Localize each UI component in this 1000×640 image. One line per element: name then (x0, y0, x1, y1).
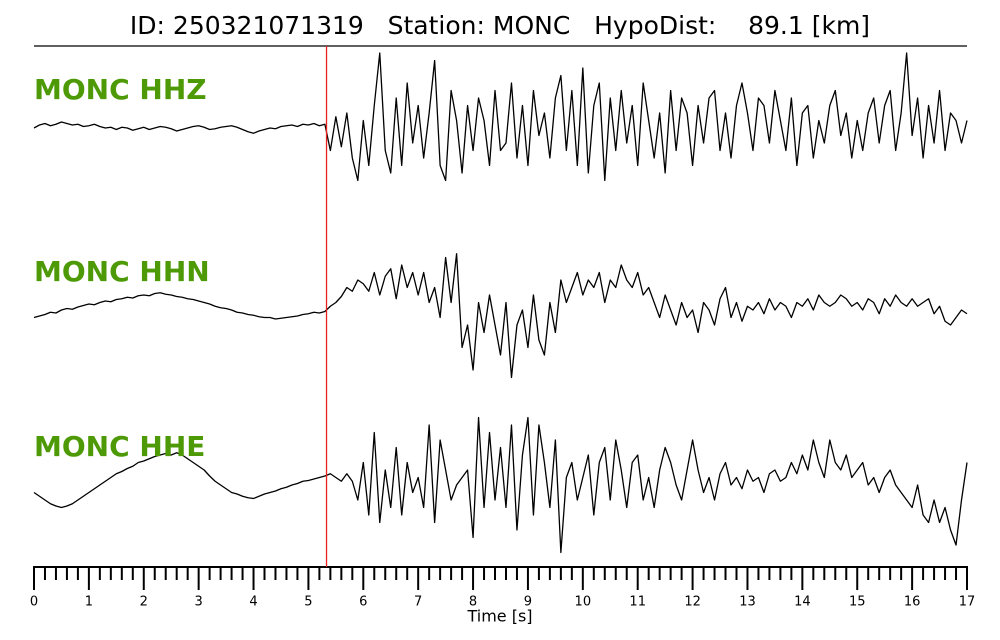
x-tick-label: 8 (469, 595, 477, 610)
trace-label: MONC HHE (34, 430, 205, 463)
x-tick-label: 17 (959, 595, 976, 610)
trace (33, 416, 968, 554)
x-tick-label: 9 (524, 595, 532, 610)
x-tick-label: 7 (414, 595, 422, 610)
trace-label: MONC HHN (34, 255, 210, 288)
x-tick-label: 5 (304, 595, 312, 610)
trace-label: MONC HHZ (34, 73, 207, 106)
x-tick-label: 10 (575, 595, 592, 610)
x-tick-label: 0 (30, 595, 38, 610)
x-tick-label: 2 (140, 595, 148, 610)
x-tick-label: 1 (85, 595, 93, 610)
x-tick-label: 11 (629, 595, 646, 610)
x-tick-label: 4 (249, 595, 257, 610)
x-tick-label: 14 (794, 595, 811, 610)
x-tick-label: 12 (684, 595, 701, 610)
trace (33, 52, 968, 182)
x-tick-label: 16 (904, 595, 921, 610)
trace (33, 253, 968, 379)
x-tick-label: 13 (739, 595, 756, 610)
chart-title: ID: 250321071319 Station: MONC HypoDist:… (130, 11, 870, 40)
x-tick-label: 6 (359, 595, 367, 610)
x-tick-label: 15 (849, 595, 866, 610)
x-axis-label: Time [s] (466, 607, 532, 626)
x-tick-label: 3 (195, 595, 203, 610)
